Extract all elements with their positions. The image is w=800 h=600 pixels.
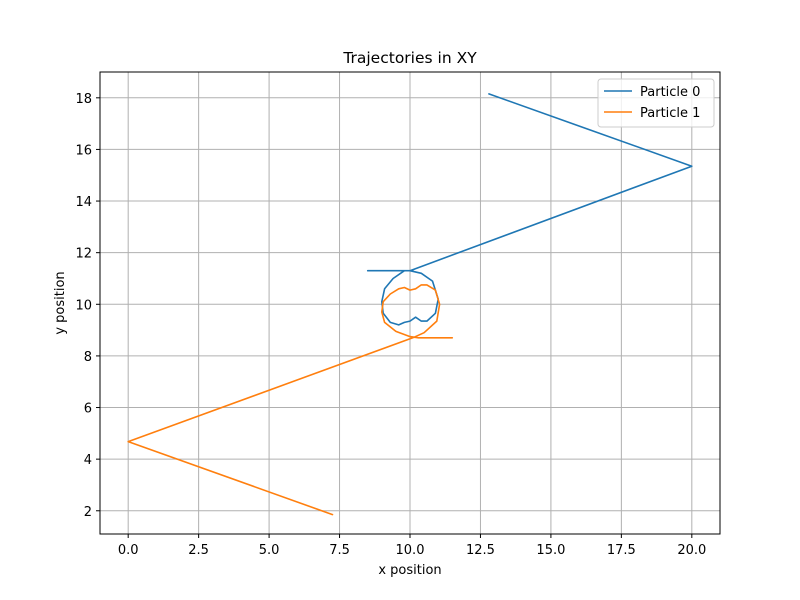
x-tick-label: 12.5 bbox=[466, 543, 495, 558]
x-tick-label: 20.0 bbox=[677, 543, 706, 558]
y-tick-label: 8 bbox=[84, 350, 92, 365]
series-line-particle-1 bbox=[127, 284, 454, 516]
series-line-particle-0 bbox=[366, 93, 693, 326]
legend: Particle 0 Particle 1 bbox=[597, 78, 715, 128]
x-tick-label: 2.5 bbox=[188, 543, 209, 558]
y-tick-label: 16 bbox=[75, 143, 92, 158]
axis-ticks: 0.0 2.5 5.0 7.5 10.0 12.5 15.0 17.5 20.0 2 4 6 8 10 12… bbox=[75, 92, 706, 558]
y-tick-label: 14 bbox=[75, 195, 92, 210]
y-tick-label: 6 bbox=[84, 402, 92, 417]
legend-entry-label: Particle 1 bbox=[640, 106, 700, 121]
y-tick-label: 18 bbox=[75, 92, 92, 107]
x-tick-label: 5.0 bbox=[259, 543, 280, 558]
y-tick-label: 12 bbox=[75, 247, 92, 262]
y-tick-label: 10 bbox=[75, 298, 92, 313]
series-lines bbox=[127, 93, 693, 516]
x-tick-label: 0.0 bbox=[118, 543, 139, 558]
x-tick-label: 15.0 bbox=[536, 543, 565, 558]
chart-title: Trajectories in XY bbox=[342, 49, 477, 67]
x-tick-label: 17.5 bbox=[607, 543, 636, 558]
x-axis-label: x position bbox=[378, 563, 441, 578]
grid-lines bbox=[100, 72, 720, 534]
y-tick-label: 4 bbox=[84, 453, 92, 468]
x-tick-label: 7.5 bbox=[329, 543, 350, 558]
y-axis-label: y position bbox=[53, 271, 68, 334]
legend-entry-label: Particle 0 bbox=[640, 85, 700, 100]
x-tick-label: 10.0 bbox=[396, 543, 425, 558]
y-tick-label: 2 bbox=[84, 505, 92, 520]
